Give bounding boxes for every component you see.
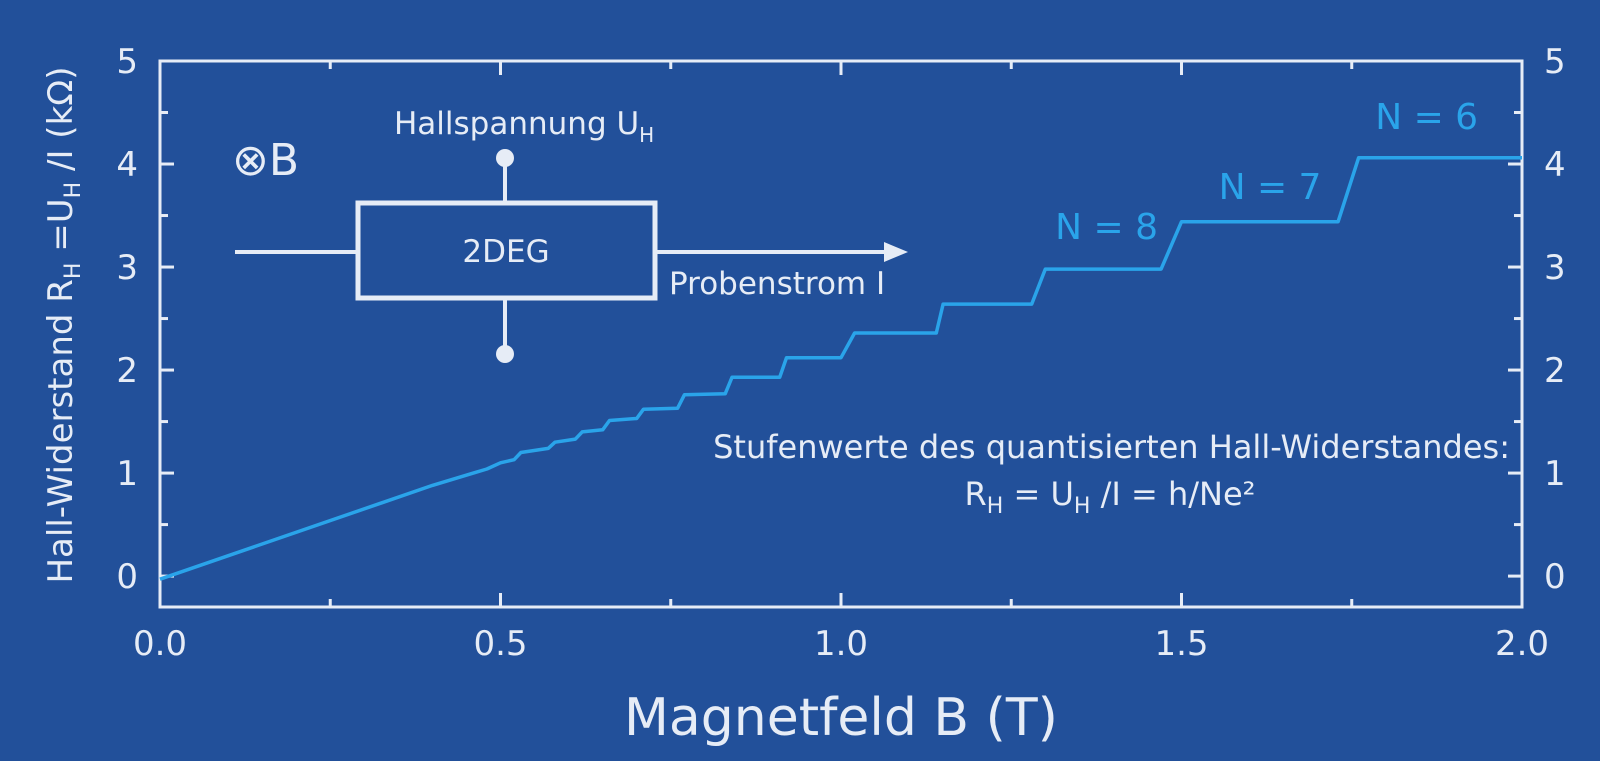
y-tick-label-right: 4 [1544, 145, 1566, 185]
y-tick-label-right: 0 [1544, 557, 1566, 597]
annotation-formula: RH = UH /I = h/Ne² [965, 475, 1256, 519]
y-axis-ticks-left: 0 1 2 3 4 5 [116, 42, 174, 597]
x-axis-ticks: 0.0 0.5 1.0 1.5 2.0 [133, 61, 1549, 664]
y-tick-label-right: 5 [1544, 42, 1566, 82]
bottom-contact [496, 345, 514, 363]
magnetic-field-symbol: ⊗B [232, 135, 299, 186]
y-tick-label: 3 [116, 248, 138, 288]
y-tick-label-right: 1 [1544, 454, 1566, 494]
y-tick-label-right: 3 [1544, 248, 1566, 288]
sample-current-label: Probenstrom I [669, 266, 885, 302]
step-label: N = 8 [1055, 207, 1158, 248]
y-tick-label: 0 [116, 557, 138, 597]
y-tick-label: 1 [116, 454, 138, 494]
sample-box-label: 2DEG [462, 234, 549, 270]
x-tick-label: 1.5 [1154, 624, 1208, 664]
plot-frame [158, 59, 1524, 609]
hall-resistance-series [159, 156, 1522, 581]
y-axis-ticks-right: 0 1 2 3 4 5 [1508, 42, 1566, 597]
quantization-annotation: Stufenwerte des quantisierten Hall-Wider… [713, 428, 1510, 519]
x-tick-label: 1.0 [814, 624, 868, 664]
hall-voltage-label: Hallspannung UH [394, 106, 654, 147]
y-axis-title: Hall-Widerstand RH =UH /I (kΩ) [41, 66, 86, 583]
y-tick-label: 2 [116, 351, 138, 391]
x-axis-title: Magnetfeld B (T) [624, 688, 1058, 748]
x-tick-label: 0.0 [133, 624, 187, 664]
step-label: N = 7 [1219, 167, 1322, 208]
step-label: N = 6 [1375, 97, 1478, 138]
x-tick-label: 0.5 [473, 624, 527, 664]
step-labels: N = 8 N = 7 N = 6 [1055, 97, 1478, 248]
y-tick-label: 4 [116, 145, 138, 185]
y-tick-label-right: 2 [1544, 351, 1566, 391]
current-arrow-icon [884, 242, 908, 262]
annotation-line1: Stufenwerte des quantisierten Hall-Wider… [713, 428, 1510, 466]
y-tick-label: 5 [116, 42, 138, 82]
sample-diagram: ⊗B Hallspannung UH 2DEG Probenstrom I [232, 106, 908, 363]
x-tick-label: 2.0 [1495, 624, 1549, 664]
